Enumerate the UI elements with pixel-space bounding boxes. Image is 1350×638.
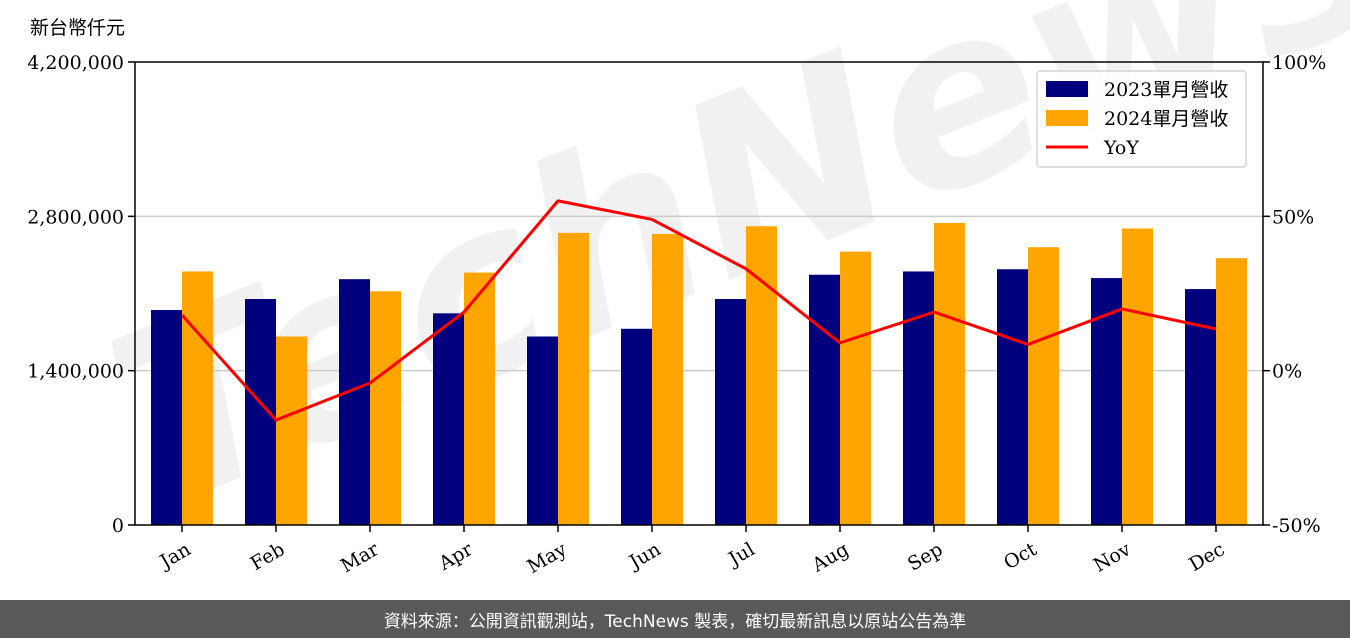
legend-label: YoY	[1103, 137, 1139, 159]
bar-2024-jan	[182, 271, 213, 525]
legend-box	[1036, 70, 1247, 168]
bar-2023-may	[527, 336, 558, 525]
revenue-chart: TechNews 01,400,0002,800,0004,200,000-50…	[27, 0, 1350, 578]
bar-2023-apr	[433, 313, 464, 525]
yoy-line-series	[180, 199, 1217, 422]
unit-label: 新台幣仟元	[30, 17, 125, 39]
source-footer: 資料來源：公開資訊觀測站，TechNews 製表，確切最新訊息以原站公告為準	[0, 600, 1350, 638]
bar-2024-apr	[464, 272, 495, 525]
y-right-tick-label: 50%	[1272, 206, 1314, 228]
bar-2023-mar	[339, 279, 370, 525]
x-tick-label: Jun	[624, 538, 665, 574]
source-text: 資料來源：公開資訊觀測站，TechNews 製表，確切最新訊息以原站公告為準	[383, 611, 967, 632]
y-left-tick-label: 4,200,000	[27, 52, 124, 74]
bar-2023-jun	[621, 328, 652, 525]
bar-2024-sep	[934, 222, 965, 525]
yoy-line	[180, 199, 1217, 422]
x-tick-label: Jul	[723, 538, 758, 571]
y-right-tick-label: 0%	[1272, 361, 1302, 383]
bar-2024-jun	[652, 233, 683, 525]
bar-2024-dec	[1216, 258, 1247, 525]
y-left-tick-label: 2,800,000	[27, 206, 124, 228]
legend: 2023單月營收 2024單月營收 YoY	[1036, 70, 1247, 168]
bar-2024-aug	[840, 251, 871, 525]
bar-2024-may	[558, 232, 589, 525]
bar-2023-sep	[903, 271, 934, 525]
gridlines	[135, 215, 1263, 372]
bar-2023-feb	[245, 299, 276, 525]
bar-2024-oct	[1028, 247, 1059, 525]
bar-2024-jul	[746, 226, 777, 525]
bar-2023-oct	[997, 269, 1028, 525]
y-right-tick-label: -50%	[1272, 515, 1321, 537]
bar-2024-nov	[1122, 228, 1153, 525]
y-left-tick-label: 0	[112, 515, 124, 537]
bar-2023-jul	[715, 299, 746, 525]
legend-label: 2023單月營收	[1104, 79, 1228, 101]
x-tick-label: Aug	[808, 538, 853, 577]
legend-label: 2024單月營收	[1104, 108, 1228, 130]
bar-2024-mar	[370, 291, 401, 525]
bar-2023-aug	[809, 274, 840, 525]
legend-swatch	[1046, 110, 1088, 126]
bar-series	[151, 222, 1247, 525]
x-tick-label: Dec	[1185, 538, 1228, 576]
x-tick-label: Oct	[1000, 538, 1041, 574]
x-tick-label: May	[524, 538, 571, 578]
x-tick-label: Mar	[337, 538, 383, 577]
bar-2023-jan	[151, 310, 182, 525]
x-tick-label: Apr	[434, 538, 477, 575]
y-right-tick-label: 100%	[1272, 52, 1326, 74]
x-tick-label: Feb	[247, 538, 289, 575]
plot-frame	[134, 61, 1264, 526]
x-tick-label: Sep	[904, 538, 947, 575]
x-tick-label: Nov	[1090, 538, 1135, 577]
y-left-tick-label: 1,400,000	[27, 361, 124, 383]
legend-swatch	[1046, 81, 1088, 97]
bar-2024-feb	[276, 336, 307, 525]
